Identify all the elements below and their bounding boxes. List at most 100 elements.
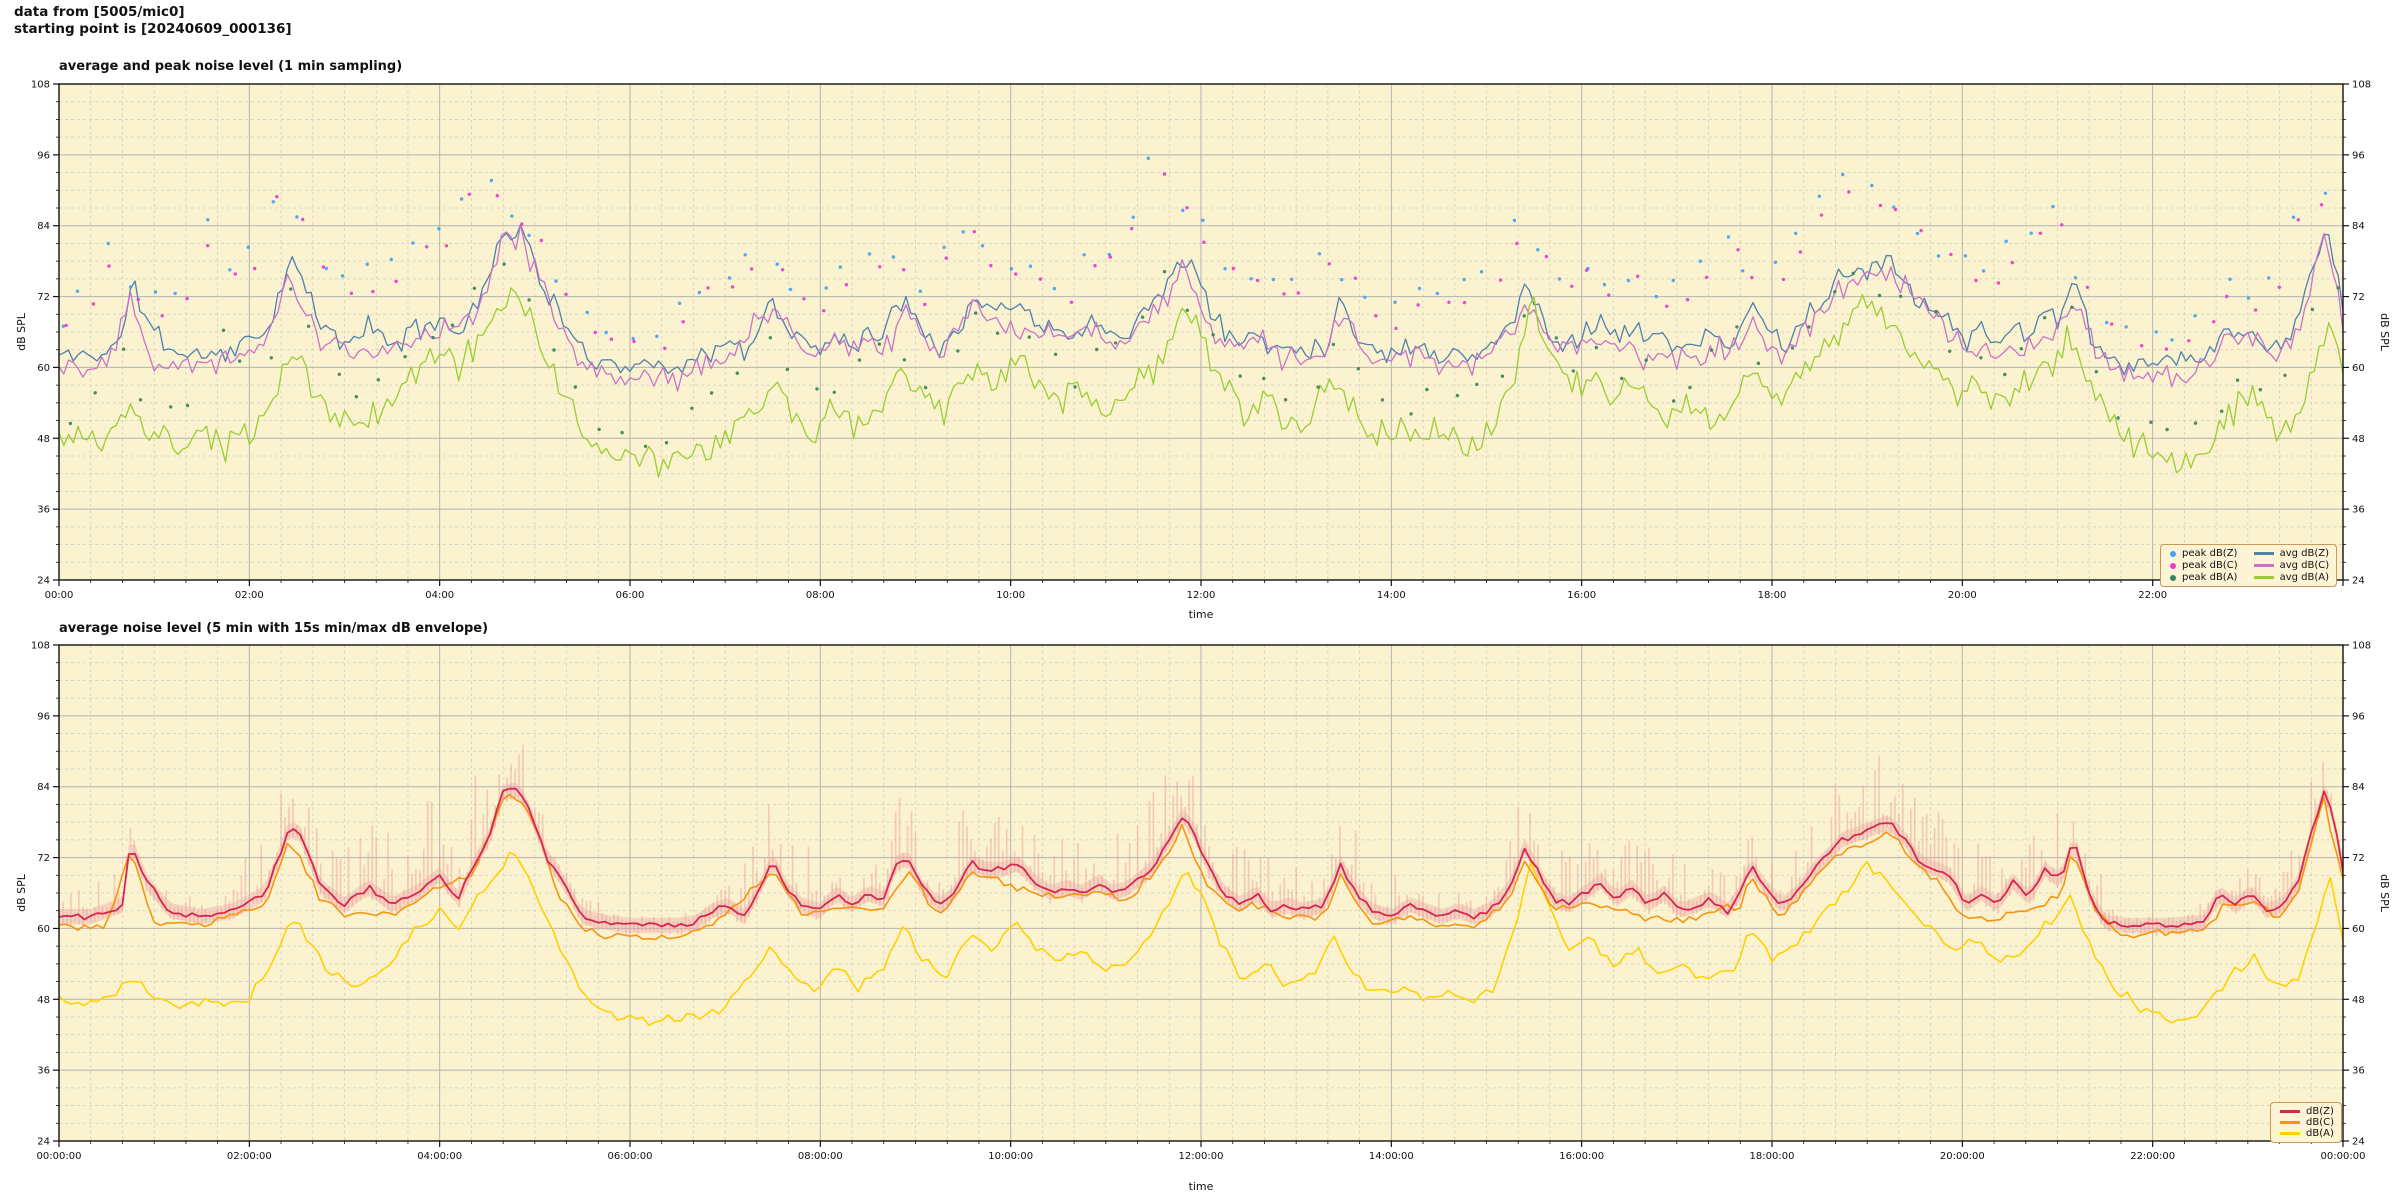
svg-text:20:00: 20:00	[1948, 590, 1977, 601]
chart1-line-avg-dba	[59, 287, 2343, 478]
legend-dot-swatch	[2170, 574, 2176, 581]
legend-line-swatch	[2280, 1132, 2300, 1135]
svg-text:96: 96	[2352, 711, 2365, 722]
legend-row: dB(A)	[2278, 1128, 2334, 1139]
legend-label: dB(A)	[2306, 1128, 2334, 1139]
legend-label: avg dB(Z)	[2279, 548, 2330, 559]
chart1-line-avg-dbz	[59, 223, 2343, 376]
legend-label: avg dB(A)	[2279, 572, 2330, 583]
legend-row: peak dB(Z)	[2168, 548, 2238, 559]
svg-text:08:00: 08:00	[806, 590, 835, 601]
svg-text:00:00:00: 00:00:00	[2321, 1151, 2366, 1162]
svg-text:06:00:00: 06:00:00	[608, 1151, 653, 1162]
svg-text:108: 108	[2352, 80, 2371, 91]
legend-label: peak dB(C)	[2182, 560, 2238, 571]
svg-text:48: 48	[37, 995, 50, 1006]
chart2-line-dbz	[59, 787, 2343, 928]
legend-row: peak dB(A)	[2168, 572, 2238, 583]
svg-text:72: 72	[2352, 292, 2365, 303]
svg-text:24: 24	[37, 1137, 50, 1148]
chart2-line-dba	[59, 851, 2343, 1027]
chart2-ylabel-left: dB SPL	[15, 874, 28, 912]
legend-label: dB(Z)	[2306, 1106, 2334, 1117]
chart2-group: 00:00:00 02:00:00 04:00:00 06:00:00 08:00:00…	[31, 641, 2371, 1163]
chart1-group: 00:00 02:00 04:00 06:00 08:00 10:00 12:00 14:00…	[31, 80, 2371, 602]
svg-text:36: 36	[37, 505, 50, 516]
svg-text:96: 96	[2352, 150, 2365, 161]
chart1-legend: peak dB(Z) peak dB(C) peak dB(A) avg dB(Z) a…	[2160, 544, 2338, 587]
svg-text:96: 96	[37, 150, 50, 161]
svg-text:12:00:00: 12:00:00	[1179, 1151, 1224, 1162]
svg-text:72: 72	[37, 292, 50, 303]
svg-text:108: 108	[31, 641, 50, 652]
legend-row: dB(Z)	[2278, 1106, 2334, 1117]
svg-text:10:00: 10:00	[996, 590, 1025, 601]
chart2-ticks	[53, 644, 2349, 1147]
chart1-xlabel: time	[1188, 608, 1214, 621]
svg-text:24: 24	[2352, 1137, 2365, 1148]
svg-text:36: 36	[2352, 1066, 2365, 1077]
legend-line-swatch	[2280, 1121, 2300, 1124]
legend-dot-swatch	[2170, 562, 2176, 569]
svg-text:02:00: 02:00	[235, 590, 264, 601]
legend-line-swatch	[2253, 576, 2274, 579]
header-line-start: starting point is [20240609_000136]	[14, 21, 292, 37]
svg-text:84: 84	[37, 782, 50, 793]
svg-text:36: 36	[37, 1066, 50, 1077]
chart2-line-dbc	[59, 793, 2343, 941]
legend-dot-swatch	[2170, 550, 2176, 557]
svg-text:84: 84	[37, 221, 50, 232]
svg-text:48: 48	[2352, 434, 2365, 445]
svg-text:96: 96	[37, 711, 50, 722]
legend-line-swatch	[2280, 1110, 2300, 1113]
legend-row: avg dB(Z)	[2252, 548, 2330, 559]
chart2-data-layer	[59, 744, 2343, 1027]
svg-text:08:00:00: 08:00:00	[798, 1151, 843, 1162]
svg-text:10:00:00: 10:00:00	[988, 1151, 1033, 1162]
legend-row: avg dB(A)	[2252, 572, 2330, 583]
svg-text:02:00:00: 02:00:00	[227, 1151, 272, 1162]
chart1-line-avg-dbc	[59, 224, 2343, 392]
legend-row: dB(C)	[2278, 1117, 2334, 1128]
svg-text:16:00:00: 16:00:00	[1559, 1151, 1604, 1162]
svg-text:84: 84	[2352, 221, 2365, 232]
header-line-source: data from [5005/mic0]	[14, 4, 185, 20]
legend-label: peak dB(Z)	[2182, 548, 2238, 559]
chart1-scatter-peak-dba	[68, 262, 2340, 448]
svg-text:06:00: 06:00	[616, 590, 645, 601]
legend-label: avg dB(C)	[2279, 560, 2330, 571]
legend-row: peak dB(C)	[2168, 560, 2238, 571]
svg-text:36: 36	[2352, 505, 2365, 516]
svg-text:00:00: 00:00	[45, 590, 74, 601]
svg-text:22:00:00: 22:00:00	[2130, 1151, 2175, 1162]
chart1-gridlines	[59, 84, 2343, 580]
legend-label: dB(C)	[2306, 1117, 2334, 1128]
svg-text:14:00: 14:00	[1377, 590, 1406, 601]
svg-text:72: 72	[37, 853, 50, 864]
svg-text:24: 24	[37, 576, 50, 587]
svg-text:18:00:00: 18:00:00	[1750, 1151, 1795, 1162]
legend-label: peak dB(A)	[2182, 572, 2238, 583]
chart2-ylabel-right: dB SPL	[2378, 874, 2391, 912]
chart1-ylabel-right: dB SPL	[2378, 313, 2391, 351]
svg-text:24: 24	[2352, 576, 2365, 587]
svg-text:12:00: 12:00	[1187, 590, 1216, 601]
chart2-tick-labels: 00:00:00 02:00:00 04:00:00 06:00:00 08:00:00…	[31, 641, 2371, 1163]
svg-text:48: 48	[2352, 995, 2365, 1006]
chart1-scatter-peak-dbz	[61, 156, 2328, 342]
legend-line-swatch	[2253, 564, 2274, 567]
svg-text:14:00:00: 14:00:00	[1369, 1151, 1414, 1162]
svg-text:00:00:00: 00:00:00	[37, 1151, 82, 1162]
chart1-scatter-peak-dbc	[64, 172, 2324, 351]
svg-text:20:00:00: 20:00:00	[1940, 1151, 1985, 1162]
svg-text:16:00: 16:00	[1567, 590, 1596, 601]
svg-text:48: 48	[37, 434, 50, 445]
svg-text:72: 72	[2352, 853, 2365, 864]
svg-text:108: 108	[2352, 641, 2371, 652]
chart2-title: average noise level (5 min with 15s min/…	[59, 621, 489, 636]
chart2-xlabel: time	[1188, 1180, 1214, 1193]
chart1-tick-labels: 00:00 02:00 04:00 06:00 08:00 10:00 12:00 14:00…	[31, 80, 2371, 602]
svg-text:60: 60	[2352, 363, 2365, 374]
